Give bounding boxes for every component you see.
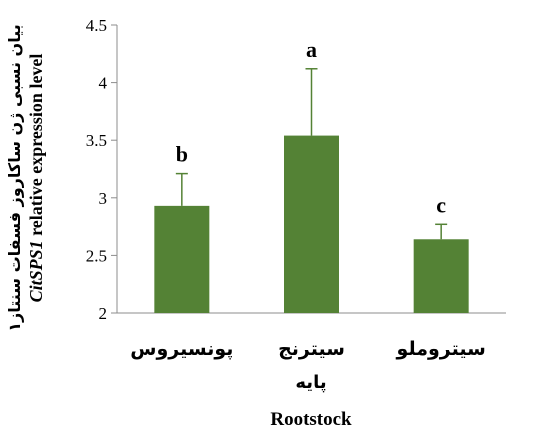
y-tick-label: 3: [99, 189, 108, 208]
y-tick-label: 4.5: [86, 16, 107, 35]
error-bars: [175, 68, 448, 240]
category-label: پونسیروس: [130, 338, 233, 360]
significance-letter: a: [306, 37, 317, 62]
significance-letter: b: [176, 142, 188, 167]
bar: [284, 135, 339, 313]
category-label: سیترنج: [278, 338, 345, 360]
x-axis-title-fa: پایه: [295, 372, 326, 393]
y-axis-title-gene: CitSPS1: [26, 240, 46, 302]
category-labels: پونسیروس سیترنج سیتروملو: [130, 338, 486, 360]
y-tick-label: 4: [99, 74, 108, 93]
x-axis-title-en: Rootstock: [270, 409, 352, 430]
y-axis-title-fa: بیان نسبی ژن ساکاروز فسفات سنتاز۱: [5, 24, 24, 332]
significance-letter: c: [436, 192, 446, 217]
bars: [154, 135, 469, 313]
significance-labels: b a c: [176, 37, 447, 218]
bar: [413, 239, 469, 313]
y-tick-label: 3.5: [86, 131, 107, 150]
y-axis-title-rest: relative expression level: [26, 54, 46, 241]
bar: [154, 205, 210, 313]
y-tick-label: 2.5: [86, 246, 107, 265]
category-label: سیتروملو: [396, 338, 486, 360]
y-ticks: 2 2.5 3 3.5 4 4.5: [86, 16, 117, 323]
y-axis-title-en: CitSPS1 relative expression level: [26, 54, 46, 303]
y-tick-label: 2: [99, 304, 108, 323]
